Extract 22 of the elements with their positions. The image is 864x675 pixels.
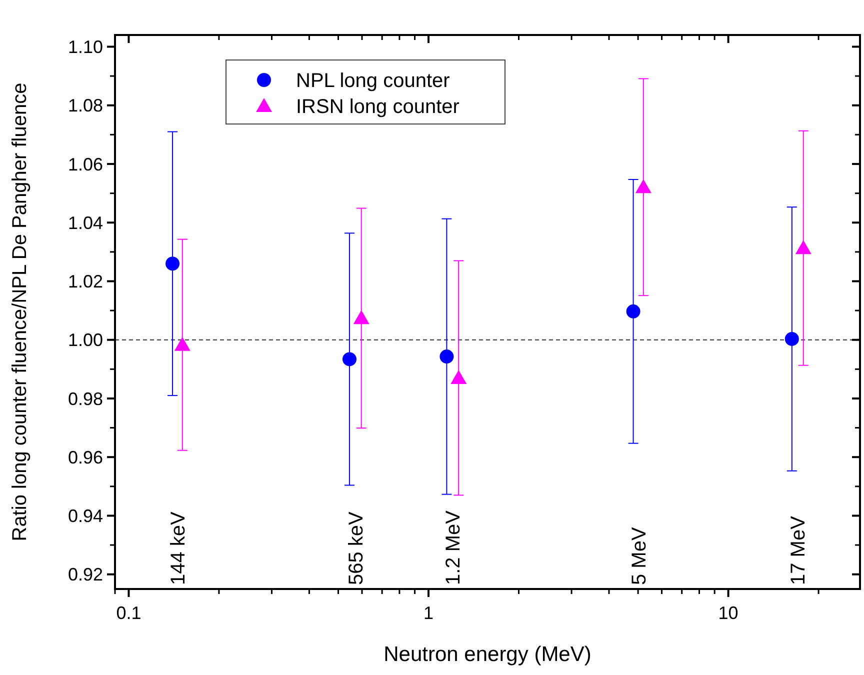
y-tick-label: 1.06 [68,154,103,174]
y-tick-label: 0.92 [68,564,103,585]
y-tick-label: 1.00 [68,330,103,350]
y-tick-label: 1.02 [68,272,103,292]
y-tick-label: 0.98 [68,388,103,409]
y-tick-label: 1.10 [68,37,103,58]
legend-label: NPL long counter [296,70,450,92]
annotation: 565 keV [345,510,368,585]
annotation: 144 keV [167,510,190,585]
annotation: 17 MeV [788,515,810,585]
y-tick-label: 1.04 [68,212,103,233]
x-axis-title: Neutron energy (MeV) [384,643,592,666]
annotation: 5 MeV [628,526,650,585]
x-tick-label: 0.1 [116,603,142,623]
y-tick-label: 0.96 [68,447,103,468]
y-tick-label: 1.08 [68,96,103,116]
x-tick-label: 10 [718,603,738,623]
y-axis-title: Ratio long counter fluence/NPL De Pangher fluence [9,82,31,542]
x-tick-label: 1 [424,603,434,623]
annotation: 1.2 MeV [442,510,465,585]
legend-label: IRSN long counter [296,96,460,118]
y-tick-label: 0.94 [68,506,103,526]
